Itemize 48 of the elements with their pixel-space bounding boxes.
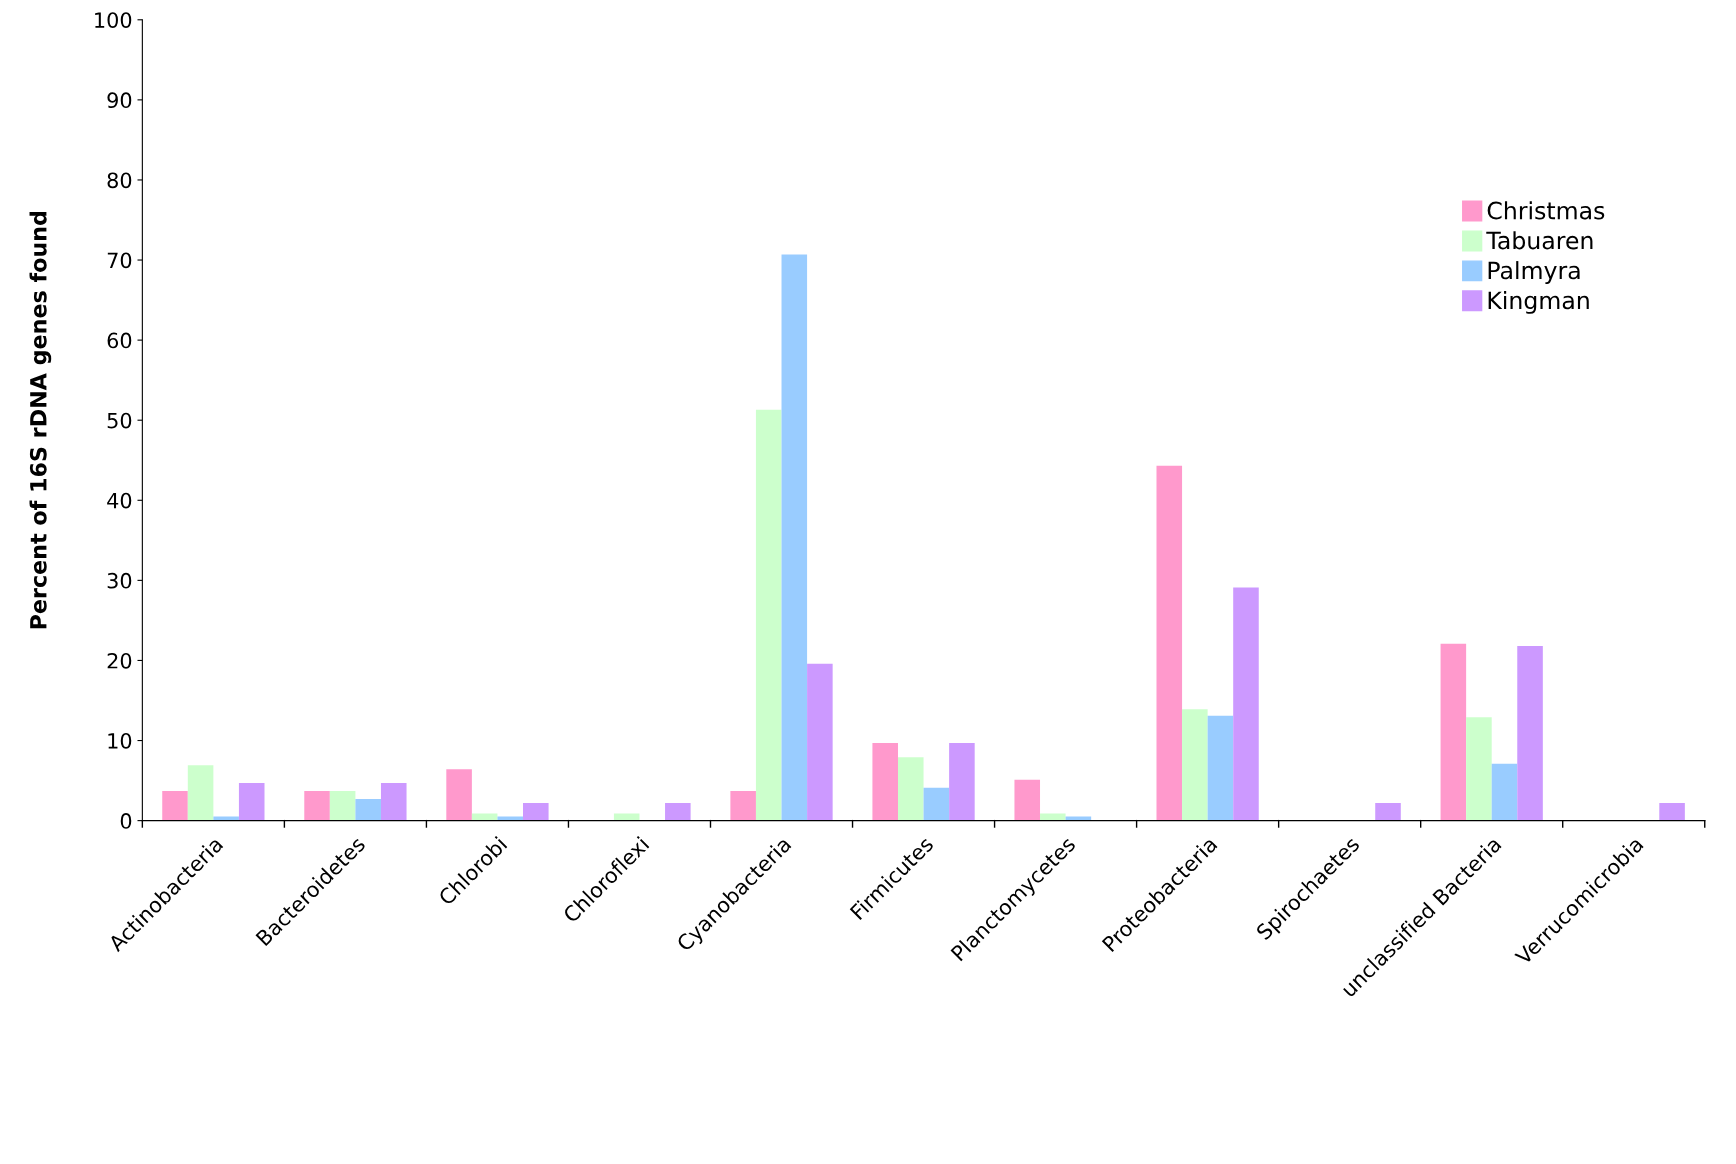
bar xyxy=(613,813,640,821)
legend-label: Kingman xyxy=(1488,291,1589,314)
bar xyxy=(1659,803,1685,821)
y-tick-label: 80 xyxy=(107,172,132,189)
bar xyxy=(162,790,188,821)
bar xyxy=(1375,803,1401,821)
bar xyxy=(1040,813,1066,821)
bar xyxy=(471,813,498,821)
bar xyxy=(304,790,330,821)
bar xyxy=(923,787,950,821)
legend-label: Palmyra xyxy=(1488,261,1580,284)
bar xyxy=(1233,587,1259,821)
bar xyxy=(949,742,975,821)
y-tick-label: 90 xyxy=(107,92,132,109)
bar xyxy=(523,803,549,821)
bar xyxy=(781,254,808,821)
bar xyxy=(1014,779,1041,821)
bar xyxy=(730,790,756,821)
bar xyxy=(1440,643,1467,821)
y-tick-label: 100 xyxy=(95,12,132,28)
bar xyxy=(807,663,833,821)
bar xyxy=(1207,715,1234,821)
bar xyxy=(238,782,265,821)
bar xyxy=(1156,465,1183,821)
bar xyxy=(355,799,381,821)
bar xyxy=(380,782,407,821)
y-tick-label: 50 xyxy=(107,412,132,429)
bar xyxy=(897,757,924,821)
bar xyxy=(1517,646,1543,821)
legend-label: Tabuaren xyxy=(1486,231,1593,250)
bar xyxy=(446,769,472,821)
legend-label: Christmas xyxy=(1487,201,1605,220)
y-tick-label: 30 xyxy=(107,572,132,589)
bar xyxy=(665,803,691,821)
y-tick-label: 20 xyxy=(107,652,132,669)
bar xyxy=(329,790,356,821)
y-tick-label: 0 xyxy=(120,813,132,829)
y-tick-label: 10 xyxy=(108,732,132,749)
y-tick-label: 60 xyxy=(107,332,132,349)
y-tick-label: 70 xyxy=(107,252,132,269)
y-axis-title: Percent of 16S rDNA genes found xyxy=(29,211,52,629)
bar xyxy=(1491,763,1518,821)
bar xyxy=(1182,709,1208,821)
bar xyxy=(755,409,782,821)
bar xyxy=(1466,717,1492,821)
bar xyxy=(187,765,214,821)
y-tick-label: 40 xyxy=(107,492,132,509)
bar xyxy=(872,742,898,821)
